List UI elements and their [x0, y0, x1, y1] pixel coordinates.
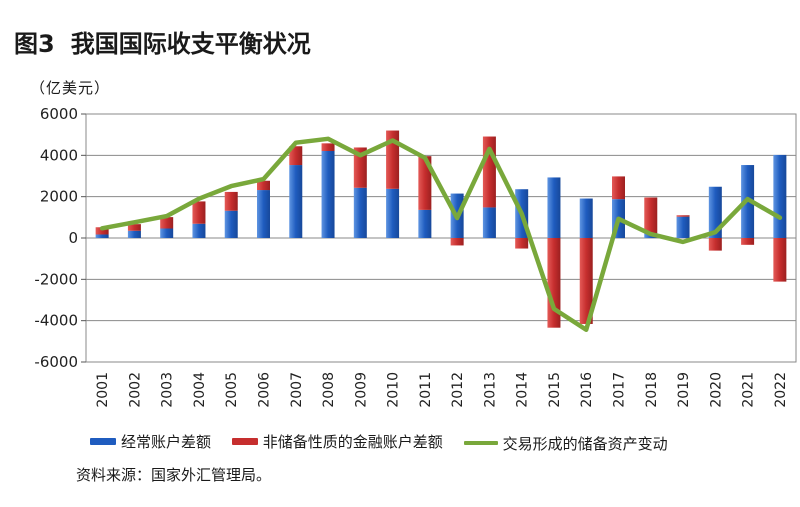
bar-financial-account [224, 191, 238, 211]
x-tick-label: 2009 [353, 372, 369, 408]
bar-current-account [579, 198, 593, 238]
bar-financial-account [321, 143, 335, 151]
bar-current-account [418, 209, 432, 238]
x-tick-label: 2015 [547, 372, 563, 408]
bar-financial-account [644, 197, 658, 234]
x-tick-label: 2001 [95, 372, 111, 408]
bar-financial-account [386, 130, 400, 189]
x-tick-label: 2018 [644, 372, 660, 408]
y-tick-label: -4000 [34, 312, 78, 330]
bars [95, 130, 787, 328]
legend-item-reserve: 交易形成的储备资产变动 [463, 433, 668, 454]
bar-current-account [386, 188, 400, 238]
x-tick-label: 2005 [224, 372, 240, 408]
source-note: 资料来源：国家外汇管理局。 [76, 466, 272, 484]
bar-current-account [224, 210, 238, 238]
y-tick-label: 0 [68, 229, 78, 247]
y-tick-label: -6000 [34, 353, 78, 371]
figure-number: 图3 [14, 30, 55, 58]
y-tick-label: 6000 [40, 105, 78, 123]
legend-label-financial-account: 非储备性质的金融账户差额 [262, 433, 443, 451]
bar-current-account [708, 186, 722, 238]
bar-current-account [127, 230, 141, 238]
bar-financial-account [160, 217, 174, 229]
bar-financial-account [612, 176, 625, 200]
bar-financial-account [676, 215, 690, 217]
bar-financial-account [773, 238, 787, 282]
x-tick-label: 2002 [127, 372, 143, 408]
x-tick-label: 2003 [160, 372, 176, 408]
x-tick-label: 2014 [515, 372, 531, 408]
legend-item-financial-account: 非储备性质的金融账户差额 [231, 431, 443, 452]
bar-financial-account [257, 180, 270, 191]
bar-financial-account [353, 147, 367, 188]
bar-financial-account [192, 201, 206, 224]
bar-financial-account [579, 238, 593, 324]
bar-current-account [160, 228, 174, 238]
x-tick-label: 2020 [708, 372, 724, 408]
x-tick-label: 2010 [386, 372, 402, 408]
bar-current-account [547, 177, 561, 238]
x-tick-label: 2011 [418, 372, 434, 408]
legend-label-reserve: 交易形成的储备资产变动 [502, 434, 668, 453]
bar-current-account [289, 165, 303, 238]
bar-current-account [192, 223, 206, 238]
x-tick-label: 2004 [192, 372, 208, 408]
bar-current-account [95, 234, 109, 238]
legend-swatch-blue [90, 438, 116, 445]
y-axis: -6000 -4000 -2000 0 2000 4000 6000 [34, 105, 86, 371]
bar-current-account [773, 154, 787, 238]
x-tick-label: 2006 [257, 372, 273, 408]
x-tick-label: 2007 [289, 372, 305, 408]
bar-current-account [676, 216, 690, 238]
y-axis-unit: （亿美元） [30, 79, 111, 97]
bar-current-account [257, 190, 270, 238]
bar-current-account [353, 187, 367, 238]
legend: 经常账户差额 非储备性质的金融账户差额 交易形成的储备资产变动 [90, 431, 684, 454]
legend-item-current-account: 经常账户差额 [90, 431, 211, 452]
legend-label-current-account: 经常账户差额 [121, 433, 212, 451]
bar-financial-account [418, 156, 432, 210]
chart-title: 图3 我国国际收支平衡状况 [14, 24, 311, 59]
bar-financial-account [289, 146, 303, 166]
x-tick-label: 2016 [579, 372, 595, 408]
reserve-line [99, 136, 783, 333]
bar-current-account [321, 150, 335, 238]
bar-current-account [482, 207, 496, 238]
bar-financial-account [741, 238, 755, 245]
bar-financial-account [708, 238, 722, 251]
line-reserve-assets [99, 136, 783, 333]
bar-financial-account [515, 238, 529, 249]
figure-title-text: 我国国际收支平衡状况 [70, 30, 311, 58]
x-axis: 2001 2002 2003 2004 2005 2006 2007 2008 2009 2010… [95, 372, 789, 408]
y-tick-label: 4000 [40, 146, 78, 164]
x-tick-label: 2017 [612, 372, 628, 408]
legend-swatch-green [463, 441, 498, 445]
x-tick-label: 2012 [450, 372, 466, 408]
x-tick-label: 2019 [676, 372, 692, 408]
legend-swatch-red [231, 438, 258, 445]
x-tick-label: 2013 [482, 372, 498, 408]
bar-financial-account [127, 224, 141, 231]
x-tick-label: 2021 [741, 372, 757, 408]
bar-financial-account [450, 238, 464, 246]
bar-financial-account [95, 227, 109, 235]
x-tick-label: 2022 [773, 372, 789, 408]
y-tick-label: -2000 [34, 270, 78, 288]
y-tick-label: 2000 [40, 188, 78, 206]
x-tick-label: 2008 [321, 372, 337, 408]
